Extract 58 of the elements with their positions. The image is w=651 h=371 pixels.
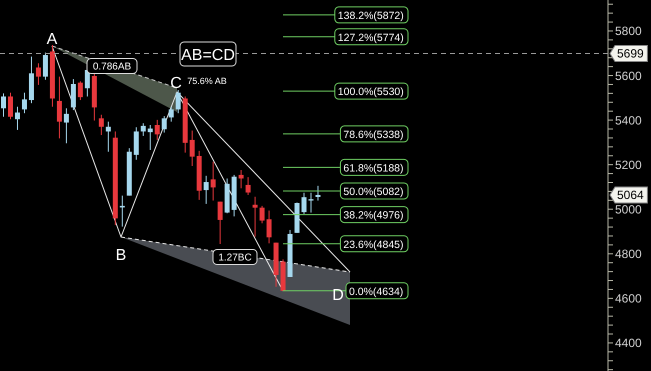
- ref-line-label: 5699: [617, 46, 644, 60]
- candlestick: [56, 76, 62, 139]
- y-tick-label: 5400: [615, 113, 642, 128]
- candlestick: [218, 201, 223, 244]
- candlestick: [1, 92, 6, 118]
- candlestick: [64, 108, 69, 144]
- annotation: D: [332, 286, 344, 304]
- candlestick: [98, 114, 104, 136]
- annotation: A: [46, 30, 58, 48]
- candlestick: [106, 121, 111, 152]
- candlestick: [140, 122, 146, 136]
- y-tick-label: 4400: [615, 336, 642, 350]
- candlestick: [78, 80, 83, 101]
- y-tick-label: 5800: [615, 24, 642, 38]
- ref-line-label: 138.2%(5872): [338, 10, 404, 22]
- ref-line-label: 50.0%(5082): [343, 186, 404, 198]
- y-tick-label: 5600: [615, 68, 642, 83]
- annotation: C: [170, 74, 182, 92]
- y-tick-label: 4800: [615, 247, 642, 262]
- ref-line-label: 61.8%(5188): [343, 162, 404, 174]
- candlestick: [148, 124, 153, 150]
- candlestick: [190, 130, 195, 167]
- ref-line-label: 0.0%(4634): [349, 286, 404, 298]
- candlestick: [42, 52, 48, 80]
- candlestick: [238, 170, 244, 189]
- candlestick: [22, 92, 27, 114]
- candlestick: [120, 195, 125, 228]
- candlestick: [36, 62, 41, 86]
- ref-line-label: 100.0%(5530): [338, 86, 404, 98]
- annotation: 75.6% AB: [187, 76, 227, 86]
- y-tick-label: 5200: [615, 158, 642, 172]
- candlestick: [210, 161, 216, 202]
- candlestick: [168, 106, 174, 122]
- candlestick: [8, 92, 13, 120]
- candlestick: [70, 78, 76, 111]
- annotation: AB=CD: [181, 46, 235, 64]
- candlestick: [204, 175, 209, 204]
- ref-line-label: 78.6%(5338): [343, 128, 404, 141]
- annotation: B: [116, 246, 126, 264]
- candlestick: [176, 90, 181, 114]
- candlestick: [302, 192, 307, 214]
- annotation: 0.786AB: [92, 62, 132, 73]
- candlestick: [14, 106, 20, 130]
- ref-line-label: 127.2%(5774): [338, 32, 404, 44]
- candlestick: [154, 119, 160, 140]
- candlestick: [266, 210, 272, 244]
- annotation: 1.27BC: [218, 252, 252, 264]
- ref-line-label: 38.2%(4976): [343, 210, 404, 222]
- candlestick: [260, 205, 265, 224]
- candlestick: [246, 176, 251, 196]
- annotation: 5064: [617, 188, 644, 202]
- candlestick: [162, 116, 167, 134]
- candlestick: [315, 185, 320, 202]
- y-tick-label: 5000: [615, 202, 642, 216]
- ref-line-label: 23.6%(4845): [343, 238, 404, 251]
- candlestick: [134, 126, 139, 160]
- y-tick-label: 4600: [615, 292, 642, 306]
- candlestick: [308, 192, 314, 214]
